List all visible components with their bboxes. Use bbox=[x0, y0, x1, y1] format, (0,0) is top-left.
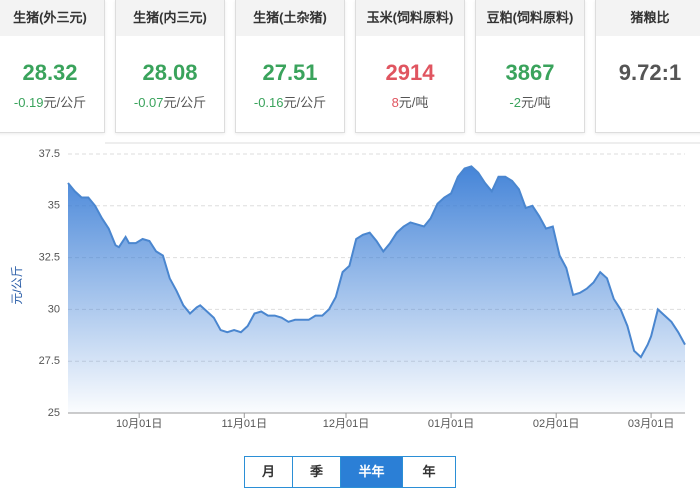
change-value: -0.16 bbox=[253, 95, 284, 110]
range-button[interactable]: 半年 bbox=[341, 457, 403, 487]
y-tick-label: 37.5 bbox=[39, 148, 60, 160]
y-tick-label: 25 bbox=[48, 407, 60, 419]
x-tick-label: 10月01日 bbox=[116, 418, 162, 430]
card-price: 28.32 bbox=[22, 60, 78, 85]
price-card: 猪粮比 9.72:1 bbox=[595, 0, 700, 133]
y-axis-label: 元/公斤 bbox=[10, 265, 24, 304]
x-tick-label: 03月01日 bbox=[628, 418, 674, 430]
card-title: 生猪(土杂猪) bbox=[236, 0, 344, 36]
range-button[interactable]: 年 bbox=[422, 464, 436, 479]
change-value: 8 bbox=[391, 95, 399, 110]
change-value: -0.19 bbox=[13, 95, 44, 110]
card-title: 豆粕(饲料原料) bbox=[476, 0, 584, 36]
x-tick-label: 01月01日 bbox=[428, 418, 474, 430]
card-title: 猪粮比 bbox=[596, 0, 700, 36]
range-button[interactable]: 月 bbox=[245, 457, 293, 487]
y-tick-label: 27.5 bbox=[39, 355, 60, 367]
x-tick-label: 11月01日 bbox=[221, 418, 267, 430]
y-tick-label: 32.5 bbox=[39, 252, 60, 264]
y-tick-label: 35 bbox=[48, 200, 60, 212]
card-price: 9.72:1 bbox=[618, 60, 682, 85]
change-unit: 元/吨 bbox=[398, 95, 429, 110]
card-price: 27.51 bbox=[262, 60, 318, 85]
change-unit: 元/公斤 bbox=[43, 95, 87, 110]
change-value: -2 bbox=[509, 95, 521, 110]
change-unit: 元/公斤 bbox=[163, 95, 207, 110]
card-change: -2元/吨 bbox=[476, 92, 584, 111]
change-unit: 元/吨 bbox=[520, 95, 551, 110]
card-title: 玉米(饲料原料) bbox=[356, 0, 464, 36]
change-unit: 元/公斤 bbox=[283, 95, 327, 110]
price-card: 生猪(土杂猪) 27.51 -0.16元/公斤 bbox=[235, 0, 345, 133]
price-card: 生猪(外三元) 28.32 -0.19元/公斤 bbox=[0, 0, 105, 133]
price-card: 豆粕(饲料原料) 3867 -2元/吨 bbox=[475, 0, 585, 133]
card-change: -0.07元/公斤 bbox=[116, 92, 224, 111]
card-price: 2914 bbox=[385, 60, 435, 85]
card-change: 8元/吨 bbox=[356, 92, 464, 111]
card-change: -0.19元/公斤 bbox=[0, 92, 104, 111]
card-price: 28.08 bbox=[142, 60, 198, 85]
range-button[interactable]: 季 bbox=[293, 457, 341, 487]
line bbox=[67, 165, 686, 359]
range-buttons: 月季半年 年 bbox=[244, 456, 456, 488]
x-tick-label: 12月01日 bbox=[323, 418, 369, 430]
price-card: 生猪(内三元) 28.08 -0.07元/公斤 bbox=[115, 0, 225, 133]
card-title: 生猪(外三元) bbox=[0, 0, 104, 36]
price-card: 玉米(饲料原料) 2914 8元/吨 bbox=[355, 0, 465, 133]
card-change: -0.16元/公斤 bbox=[236, 92, 344, 111]
area-fill bbox=[68, 166, 685, 413]
card-price: 3867 bbox=[505, 60, 555, 85]
x-tick-label: 02月01日 bbox=[533, 418, 579, 430]
y-tick-label: 30 bbox=[48, 303, 60, 315]
card-title: 生猪(内三元) bbox=[116, 0, 224, 36]
change-value: -0.07 bbox=[133, 95, 164, 110]
